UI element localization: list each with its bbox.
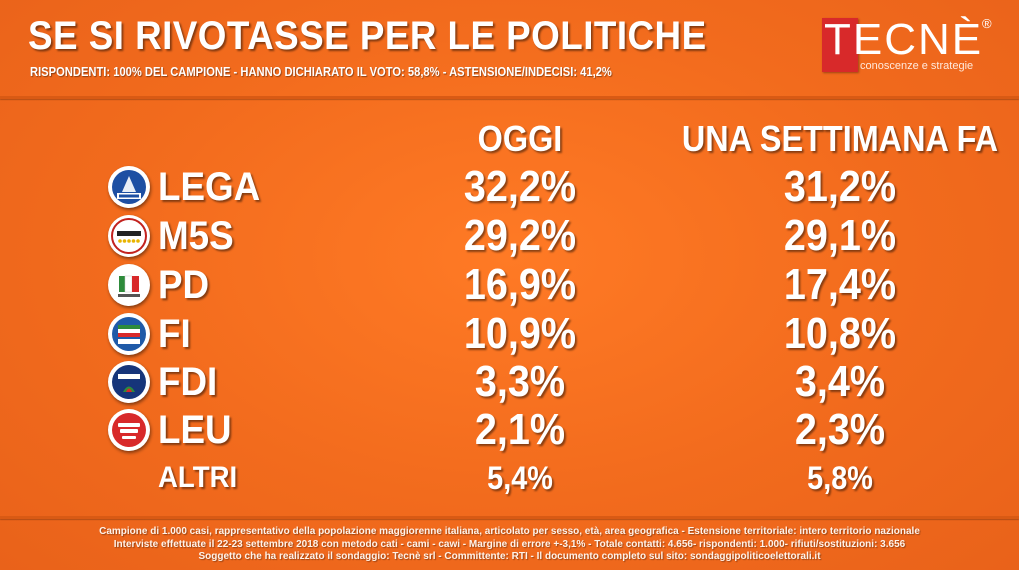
logo-tagline: conoscenze e strategie bbox=[860, 60, 974, 72]
value-week-ago: 29,1% bbox=[783, 211, 897, 260]
logo-registered-mark: ® bbox=[982, 16, 992, 31]
logo-text: TECNÈ bbox=[824, 15, 984, 64]
pd-logo-icon bbox=[108, 264, 150, 306]
footnote-line: Campione di 1.000 casi, rappresentativo … bbox=[99, 526, 920, 537]
logo-red-block bbox=[822, 18, 858, 72]
page-subtitle: RISPONDENTI: 100% DEL CAMPIONE - HANNO D… bbox=[30, 64, 612, 79]
footnote-line: Soggetto che ha realizzato il sondaggio:… bbox=[198, 551, 821, 562]
party-name: LEU bbox=[158, 408, 232, 452]
party-name: FDI bbox=[158, 360, 218, 404]
party-name: ALTRI bbox=[158, 461, 238, 494]
value-today: 16,9% bbox=[463, 260, 577, 309]
value-week-ago: 2,3% bbox=[794, 405, 886, 454]
value-today: 3,3% bbox=[474, 357, 566, 406]
value-week-ago: 10,8% bbox=[783, 309, 897, 358]
footnote-line: Interviste effettuate il 22-23 settembre… bbox=[113, 538, 906, 550]
value-today: 5,4% bbox=[487, 460, 553, 496]
value-week-ago: 3,4% bbox=[794, 357, 886, 406]
lega-logo-icon bbox=[108, 166, 150, 208]
tecne-logo: TECNÈ ® conoscenze e strategie bbox=[822, 16, 998, 74]
value-today: 29,2% bbox=[463, 211, 577, 260]
column-header-week-ago: UNA SETTIMANA FA bbox=[681, 118, 999, 159]
value-week-ago: 5,8% bbox=[807, 460, 873, 496]
value-today: 2,1% bbox=[474, 405, 566, 454]
bottom-divider bbox=[0, 516, 1019, 519]
party-name: PD bbox=[158, 263, 210, 307]
table-row: FDI 3,3% 3,4% bbox=[0, 359, 1019, 405]
fi-logo-icon bbox=[108, 313, 150, 355]
value-today: 10,9% bbox=[463, 309, 577, 358]
table-row: PD 16,9% 17,4% bbox=[0, 262, 1019, 308]
value-week-ago: 31,2% bbox=[783, 162, 897, 211]
column-header-today: OGGI bbox=[477, 118, 563, 159]
top-divider bbox=[0, 96, 1019, 99]
table-row: M5S 29,2% 29,1% bbox=[0, 213, 1019, 259]
fdi-logo-icon bbox=[108, 361, 150, 403]
table-row: ALTRI 5,4% 5,8% bbox=[0, 455, 1019, 501]
methodology-footnote: Campione di 1.000 casi, rappresentativo … bbox=[0, 526, 1019, 564]
value-today: 32,2% bbox=[463, 162, 577, 211]
table-row: LEU 2,1% 2,3% bbox=[0, 407, 1019, 453]
table-row: LEGA 32,2% 31,2% bbox=[0, 164, 1019, 210]
party-name: M5S bbox=[158, 214, 234, 258]
page-title: SE SI RIVOTASSE PER LE POLITICHE bbox=[28, 14, 707, 58]
party-name: LEGA bbox=[158, 165, 261, 209]
leu-logo-icon bbox=[108, 409, 150, 451]
value-week-ago: 17,4% bbox=[783, 260, 897, 309]
table-row: FI 10,9% 10,8% bbox=[0, 311, 1019, 357]
m5s-logo-icon bbox=[108, 215, 150, 257]
party-name: FI bbox=[158, 312, 191, 356]
